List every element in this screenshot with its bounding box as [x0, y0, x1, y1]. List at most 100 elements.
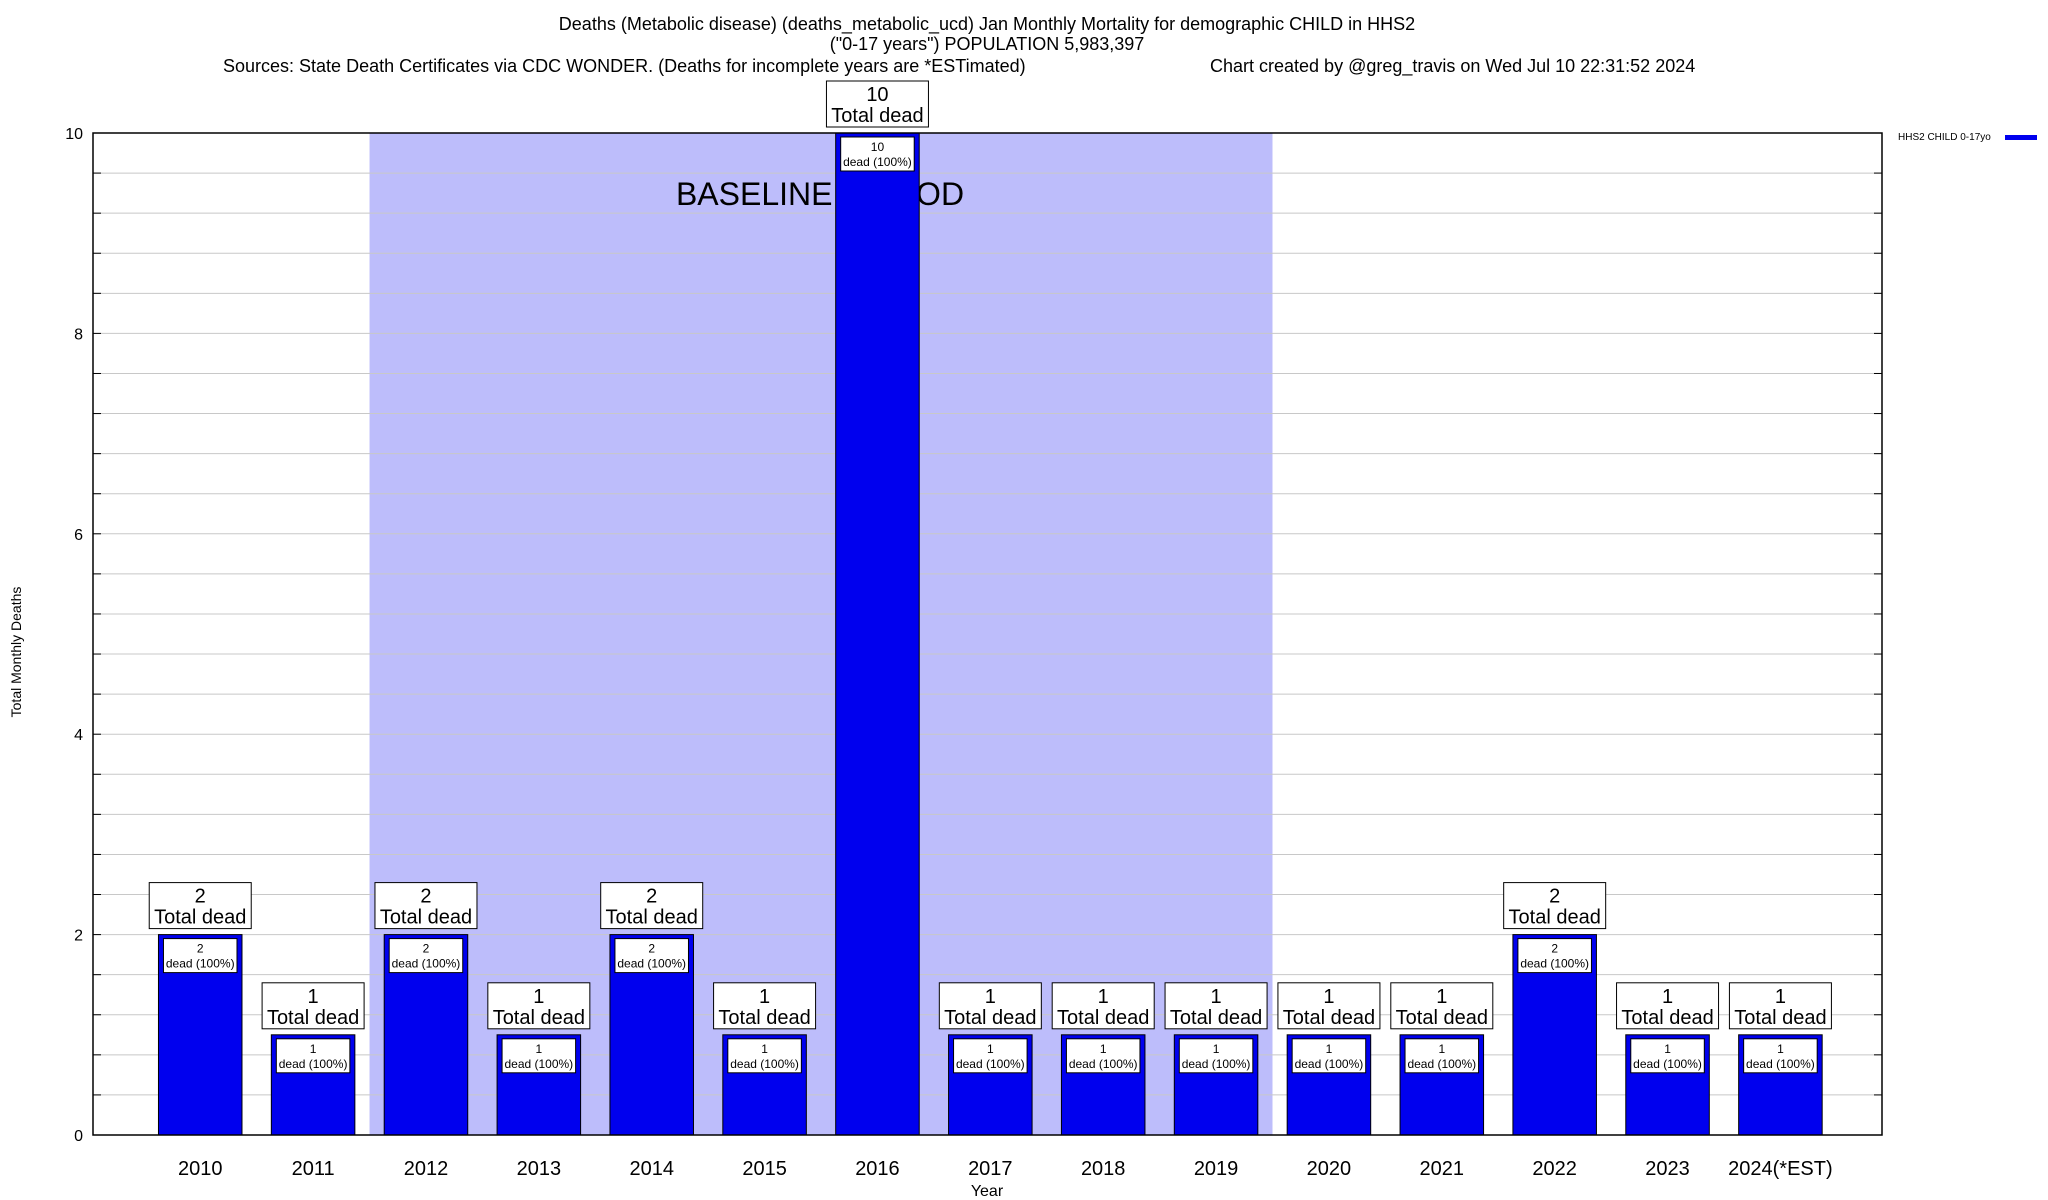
total-label: Total dead — [1621, 1007, 1713, 1029]
total-value: 2 — [646, 886, 657, 908]
total-label-box — [825, 80, 929, 128]
bar-inner-label-box — [275, 1038, 351, 1074]
baseline-label: BASELINE PERIOD — [676, 176, 964, 212]
bar-inner-label: dead (100%) — [843, 155, 912, 169]
bar-inner-value: 1 — [1213, 1042, 1220, 1056]
x-tick-label: 2020 — [1307, 1158, 1352, 1180]
bar-inner-value: 10 — [871, 140, 885, 154]
bar-inner-label-box — [388, 938, 464, 974]
bar-inner-label-box — [1178, 1038, 1254, 1074]
bar-inner-label-box — [1517, 938, 1592, 974]
x-tick-label: 2010 — [178, 1158, 223, 1180]
bar-inner-label: dead (100%) — [1746, 1057, 1815, 1071]
bar-inner-label: dead (100%) — [1633, 1057, 1702, 1071]
x-tick-label: 2021 — [1420, 1158, 1465, 1180]
chart-credit: Chart created by @greg_travis on Wed Jul… — [1210, 56, 1695, 77]
total-label-box — [261, 982, 365, 1030]
total-label: Total dead — [267, 1007, 359, 1029]
bar-inner-value: 1 — [1664, 1042, 1671, 1056]
total-label-box — [1390, 982, 1494, 1030]
total-value: 10 — [866, 84, 888, 106]
legend-label: HHS2 CHILD 0-17yo — [1898, 132, 1991, 143]
bar-inner-label: dead (100%) — [956, 1057, 1025, 1071]
total-label-box — [1277, 982, 1381, 1030]
bar-inner-label-box — [1743, 1038, 1818, 1074]
total-label: Total dead — [1509, 907, 1601, 929]
y-tick-label: 0 — [74, 1128, 83, 1145]
title-line-1: Deaths (Metabolic disease) (deaths_metab… — [559, 14, 1415, 35]
baseline-band — [369, 133, 1273, 1135]
total-label: Total dead — [1396, 1007, 1488, 1029]
bar-inner-label: dead (100%) — [279, 1057, 348, 1071]
total-label: Total dead — [1170, 1007, 1262, 1029]
total-label-box — [1616, 982, 1720, 1030]
bar-inner-label: dead (100%) — [166, 957, 235, 971]
total-label: Total dead — [944, 1007, 1036, 1029]
total-value: 2 — [420, 886, 431, 908]
bar-inner-label-box — [501, 1038, 577, 1074]
total-label-box — [600, 882, 704, 930]
total-label-box — [938, 982, 1042, 1030]
total-value: 1 — [1211, 986, 1222, 1008]
sources-note: Sources: State Death Certificates via CD… — [223, 56, 1026, 76]
total-label: Total dead — [831, 105, 923, 127]
bar-inner-label-box — [614, 938, 689, 974]
bar-inner-label: dead (100%) — [392, 957, 461, 971]
total-label-box — [1164, 982, 1268, 1030]
total-label: Total dead — [718, 1007, 810, 1029]
bar-inner-value: 1 — [1777, 1042, 1784, 1056]
total-value: 1 — [759, 986, 770, 1008]
bar-inner-value: 2 — [648, 942, 655, 956]
bar-inner-value: 2 — [197, 942, 204, 956]
total-label-box — [487, 982, 591, 1030]
y-tick-label: 8 — [74, 326, 83, 343]
total-label-box — [713, 982, 817, 1030]
x-tick-label: 2017 — [968, 1158, 1013, 1180]
total-value: 1 — [1098, 986, 1109, 1008]
total-label-box — [1728, 982, 1832, 1030]
bar-inner-label-box — [840, 136, 915, 172]
y-axis-label: Total Monthly Deaths — [8, 587, 24, 718]
legend-swatch — [2005, 135, 2037, 140]
total-label: Total dead — [1283, 1007, 1375, 1029]
x-tick-label: 2013 — [517, 1158, 562, 1180]
x-tick-label: 2023 — [1645, 1158, 1690, 1180]
bar-inner-value: 1 — [310, 1042, 317, 1056]
bar-inner-value: 1 — [535, 1042, 542, 1056]
total-label-box — [1503, 882, 1607, 930]
bar-inner-label: dead (100%) — [1182, 1057, 1251, 1071]
total-label-box — [374, 882, 478, 930]
total-label-box — [1051, 982, 1155, 1030]
total-value: 1 — [1775, 986, 1786, 1008]
x-tick-label: 2016 — [855, 1158, 900, 1180]
legend: HHS2 CHILD 0-17yo — [1898, 132, 2037, 143]
x-tick-label: 2024(*EST) — [1728, 1158, 1833, 1180]
x-tick-label: 2022 — [1532, 1158, 1577, 1180]
chart-title: Deaths (Metabolic disease) (deaths_metab… — [223, 14, 1695, 77]
bar-inner-label: dead (100%) — [1295, 1057, 1364, 1071]
x-tick-label: 2018 — [1081, 1158, 1126, 1180]
bar-inner-value: 1 — [987, 1042, 994, 1056]
bar-inner-value: 1 — [1100, 1042, 1107, 1056]
y-tick-label: 10 — [65, 126, 83, 143]
total-value: 1 — [308, 986, 319, 1008]
bar-inner-value: 1 — [761, 1042, 768, 1056]
bar-inner-value: 2 — [423, 942, 430, 956]
bar-inner-label: dead (100%) — [730, 1057, 799, 1071]
x-axis-label: Year — [971, 1183, 1004, 1200]
total-label: Total dead — [606, 907, 698, 929]
bar-inner-label: dead (100%) — [504, 1057, 573, 1071]
total-value: 1 — [985, 986, 996, 1008]
title-line-2: ("0-17 years") POPULATION 5,983,397 — [830, 34, 1145, 54]
x-tick-label: 2011 — [292, 1158, 335, 1180]
plot-border — [92, 132, 1883, 1136]
bar-inner-label-box — [1291, 1038, 1367, 1074]
bar-inner-label-box — [727, 1038, 802, 1074]
bar-inner-label-box — [953, 1038, 1028, 1074]
bar-inner-value: 1 — [1326, 1042, 1333, 1056]
total-label: Total dead — [493, 1007, 585, 1029]
bar-inner-label: dead (100%) — [1069, 1057, 1138, 1071]
bar-inner-label: dead (100%) — [617, 957, 686, 971]
total-value: 1 — [1662, 986, 1673, 1008]
